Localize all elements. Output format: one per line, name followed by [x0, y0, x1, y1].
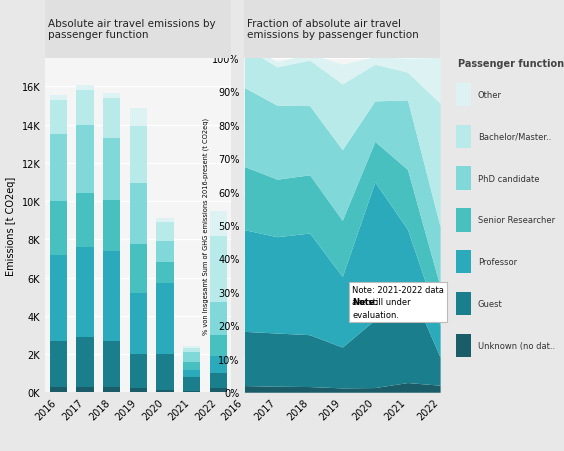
FancyBboxPatch shape: [456, 251, 472, 274]
Bar: [156, 241, 174, 262]
Text: Absolute air travel emissions by
passenger function: Absolute air travel emissions by passeng…: [48, 18, 215, 40]
Bar: [103, 99, 120, 139]
FancyBboxPatch shape: [456, 83, 472, 107]
Bar: [50, 387, 67, 392]
Text: Bachelor/Master..: Bachelor/Master..: [478, 133, 551, 142]
Bar: [183, 370, 200, 377]
Bar: [130, 293, 147, 354]
Bar: [210, 335, 227, 356]
Bar: [76, 86, 94, 91]
Text: Unknown (no dat..: Unknown (no dat..: [478, 341, 555, 350]
Bar: [210, 303, 227, 335]
Bar: [183, 362, 200, 370]
Bar: [130, 389, 147, 392]
Bar: [76, 125, 94, 194]
Bar: [130, 244, 147, 293]
Text: Fraction of absolute air travel
emissions by passenger function: Fraction of absolute air travel emission…: [247, 18, 419, 40]
Bar: [103, 387, 120, 392]
FancyBboxPatch shape: [456, 167, 472, 190]
Bar: [130, 354, 147, 389]
Bar: [76, 248, 94, 337]
Bar: [130, 109, 147, 126]
Bar: [156, 218, 174, 222]
Bar: [50, 101, 67, 135]
Text: Guest: Guest: [478, 299, 503, 308]
Bar: [156, 222, 174, 241]
Bar: [103, 200, 120, 252]
Bar: [103, 252, 120, 341]
Bar: [210, 236, 227, 303]
Bar: [50, 135, 67, 202]
Text: Professor: Professor: [478, 258, 517, 267]
Bar: [183, 347, 200, 349]
FancyBboxPatch shape: [456, 209, 472, 232]
Y-axis label: Emissions [t CO2eq]: Emissions [t CO2eq]: [6, 176, 16, 275]
Bar: [210, 356, 227, 373]
Bar: [50, 202, 67, 255]
FancyBboxPatch shape: [456, 125, 472, 149]
Bar: [103, 139, 120, 200]
Bar: [103, 341, 120, 387]
Bar: [130, 126, 147, 184]
Text: Note:: Note:: [352, 298, 378, 307]
FancyBboxPatch shape: [456, 292, 472, 316]
Bar: [183, 377, 200, 391]
Bar: [76, 91, 94, 125]
Bar: [156, 354, 174, 390]
Text: Note: 2021-2022 data
are still under
evaluation.: Note: 2021-2022 data are still under eva…: [352, 285, 444, 319]
Text: Senior Researcher: Senior Researcher: [478, 216, 555, 225]
Text: Other: Other: [478, 91, 501, 100]
Bar: [50, 341, 67, 387]
Text: Passenger function: Passenger function: [458, 59, 564, 69]
Bar: [156, 390, 174, 392]
Bar: [183, 349, 200, 352]
Bar: [130, 184, 147, 244]
Bar: [76, 387, 94, 392]
Bar: [210, 211, 227, 236]
Bar: [156, 283, 174, 354]
Bar: [183, 391, 200, 392]
Bar: [156, 262, 174, 283]
Bar: [50, 96, 67, 101]
Bar: [183, 352, 200, 362]
FancyBboxPatch shape: [456, 334, 472, 357]
Y-axis label: % von Insgesamt Sum of GHG emissions 2016-present (t CO2eq): % von Insgesamt Sum of GHG emissions 201…: [203, 117, 209, 334]
Bar: [50, 255, 67, 341]
Bar: [76, 194, 94, 248]
Text: PhD candidate: PhD candidate: [478, 174, 539, 183]
Bar: [103, 93, 120, 99]
Bar: [210, 389, 227, 392]
Bar: [210, 373, 227, 389]
Bar: [76, 337, 94, 387]
